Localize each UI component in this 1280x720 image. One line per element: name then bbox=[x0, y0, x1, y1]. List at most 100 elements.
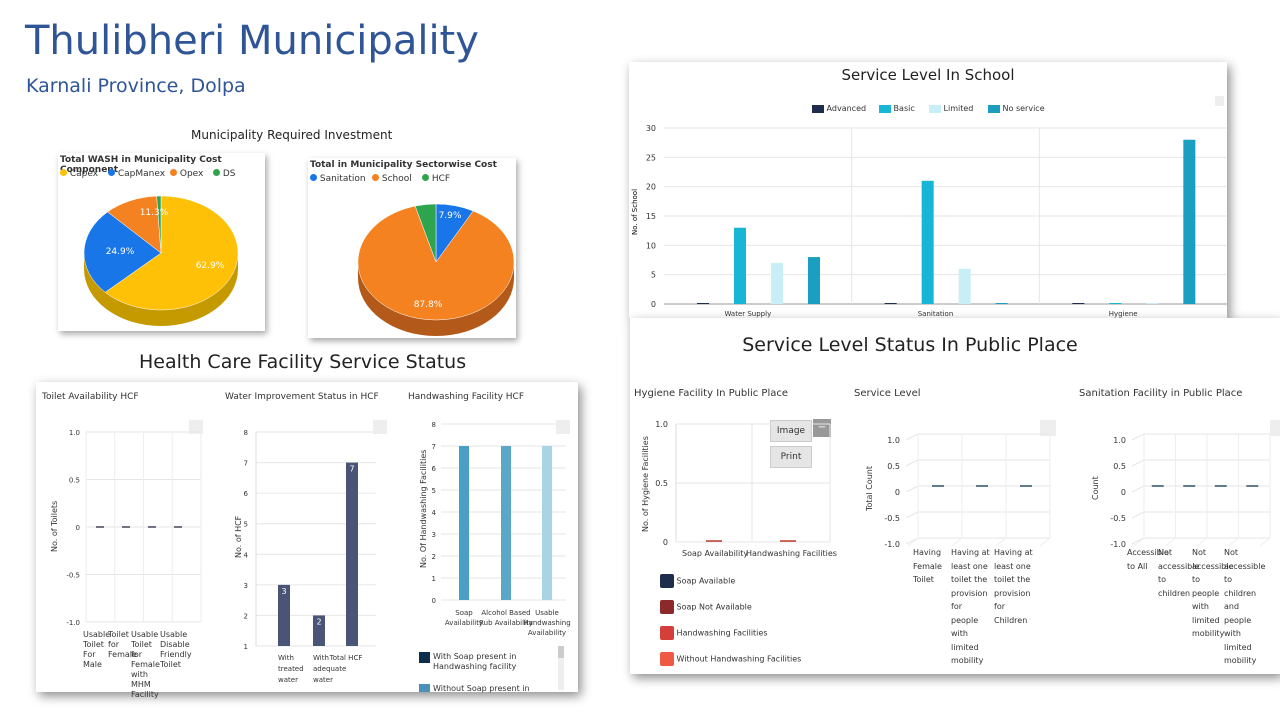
y-tick-label: 5 bbox=[651, 271, 656, 280]
toilet-cat-4: Usable Disable Friendly Toilet bbox=[160, 630, 192, 669]
legend-no-service: No service bbox=[1002, 104, 1045, 113]
print-button[interactable]: Print bbox=[770, 446, 812, 468]
x-tick-label: Handwashing bbox=[523, 619, 570, 627]
chart-menu-icon[interactable] bbox=[1040, 420, 1056, 436]
x-tick-label: water bbox=[313, 676, 333, 684]
gridline bbox=[1165, 537, 1176, 547]
chart-menu-icon[interactable] bbox=[373, 420, 387, 434]
x-tick-label: Availability bbox=[445, 619, 483, 627]
bar bbox=[501, 446, 511, 600]
y-tick-label: 15 bbox=[646, 212, 656, 221]
chart-menu-icon[interactable] bbox=[1215, 96, 1224, 106]
y-tick-label: 5 bbox=[244, 521, 248, 529]
legend-soap-not-available: Soap Not Available bbox=[676, 602, 752, 612]
y-tick-label: 7 bbox=[432, 443, 436, 451]
x-tick-label: Usable bbox=[535, 609, 559, 617]
hcf-heading: Health Care Facility Service Status bbox=[139, 351, 467, 373]
legend-hcf: HCF bbox=[431, 174, 451, 184]
pie-label-school: 87.8% bbox=[414, 300, 443, 310]
investment-heading: Municipality Required Investment bbox=[191, 128, 393, 142]
bar bbox=[346, 462, 358, 646]
school-chart-title: Service Level In School bbox=[841, 66, 1015, 84]
gridline bbox=[951, 537, 963, 547]
public-panel: Service Level Status In Public Place Hyg… bbox=[630, 318, 1280, 674]
x-tick-label: adequate bbox=[313, 665, 346, 673]
y-tick-label: -1.0 bbox=[884, 540, 900, 549]
page-title: Thulibheri Municipality bbox=[25, 18, 479, 64]
y-tick-label: 0 bbox=[1121, 488, 1126, 497]
y-tick-label: 7 bbox=[244, 460, 248, 468]
y-tick-label: 8 bbox=[432, 421, 436, 429]
pie-slice bbox=[156, 195, 162, 254]
x-tick-label: water bbox=[278, 676, 298, 684]
bar bbox=[459, 446, 469, 600]
x-tick-label: Sanitation bbox=[918, 310, 954, 318]
y-tick-label: -0.5 bbox=[1110, 514, 1126, 523]
school-legend: Advanced Basic Limited No service bbox=[812, 104, 1112, 114]
bar-no-service bbox=[1183, 139, 1196, 304]
bar-limited bbox=[958, 268, 971, 304]
y-tick-label: 8 bbox=[244, 429, 248, 437]
export-image-button[interactable]: Image bbox=[770, 420, 812, 442]
bar-advanced bbox=[697, 303, 709, 304]
y-tick-label: 6 bbox=[432, 465, 437, 473]
san-cat-2: Not accessible to children bbox=[1158, 548, 1200, 598]
cost-component-legend: Capex CapManex Opex DS bbox=[60, 169, 265, 181]
water-chart-title: Water Improvement Status in HCF bbox=[225, 392, 379, 402]
sectorwise-legend: Sanitation School HCF bbox=[310, 174, 515, 186]
y-tick-label: 0.5 bbox=[69, 477, 80, 485]
y-tick-label: -1.0 bbox=[66, 619, 80, 627]
x-tick-label: Availability bbox=[528, 629, 566, 637]
legend-soap-available: Soap Available bbox=[676, 576, 736, 586]
gridline bbox=[995, 537, 1007, 547]
data-label: 3 bbox=[281, 587, 286, 596]
public-heading: Service Level Status In Public Place bbox=[742, 334, 1078, 356]
gridline bbox=[907, 537, 919, 547]
x-tick-label: Water Supply bbox=[724, 310, 771, 318]
y-tick-label: 5 bbox=[432, 487, 436, 495]
y-tick-label: 1 bbox=[432, 575, 436, 583]
x-tick-label: Rub Availability bbox=[479, 619, 533, 627]
bar bbox=[542, 446, 552, 600]
y-tick-label: 1.0 bbox=[655, 420, 668, 429]
pie-label-opex: 11.3% bbox=[140, 208, 169, 218]
y-tick-label: 6 bbox=[244, 490, 249, 498]
gridline bbox=[1133, 537, 1145, 547]
y-tick-label: -1.0 bbox=[1110, 540, 1126, 549]
chart-menu-icon[interactable] bbox=[1270, 420, 1280, 436]
legend-advanced: Advanced bbox=[826, 104, 867, 113]
legend-opex: Opex bbox=[179, 169, 204, 179]
gridline bbox=[1131, 433, 1145, 441]
svc-chart-title: Service Level bbox=[854, 388, 921, 399]
x-tick-label: treated bbox=[278, 665, 304, 673]
hyg-cat-2: Handwashing Facilities bbox=[746, 549, 837, 558]
school-bar-chart: No. of School 0 5 10 15 20 25 30 Water Supply Sa… bbox=[631, 124, 1227, 318]
gridline bbox=[1131, 511, 1145, 519]
water-ylabel: No. of HCF bbox=[234, 515, 243, 558]
bar-limited bbox=[1146, 303, 1159, 304]
gridline bbox=[1131, 485, 1145, 493]
legend-limited: Limited bbox=[943, 104, 974, 113]
sectorwise-pie: 7.9% 87.8% bbox=[357, 203, 515, 336]
bar bbox=[278, 584, 290, 646]
pie-label-capmanex: 24.9% bbox=[106, 247, 135, 257]
gridline bbox=[905, 485, 919, 493]
pie-label-sanitation: 7.9% bbox=[439, 211, 462, 221]
y-tick-label: 0 bbox=[895, 488, 900, 497]
legend-scrollbar[interactable] bbox=[558, 646, 564, 690]
page-subtitle: Karnali Province, Dolpa bbox=[26, 75, 246, 97]
y-tick-label: 2 bbox=[432, 553, 436, 561]
x-tick-label: With bbox=[313, 654, 329, 662]
chart-menu-icon[interactable] bbox=[556, 420, 570, 434]
legend-capex: Capex bbox=[69, 169, 99, 179]
chart-menu-icon[interactable] bbox=[189, 420, 203, 434]
y-tick-label: 1 bbox=[244, 643, 248, 651]
san-cat-4: Not accessible to children and people wi… bbox=[1224, 548, 1266, 665]
gridline bbox=[905, 459, 919, 467]
gridline bbox=[905, 511, 919, 519]
bar-advanced bbox=[884, 303, 897, 304]
bar-basic bbox=[921, 180, 934, 304]
data-label: 7 bbox=[349, 465, 354, 474]
legend-capmanex: CapManex bbox=[117, 169, 166, 179]
bar-limited bbox=[771, 262, 783, 304]
